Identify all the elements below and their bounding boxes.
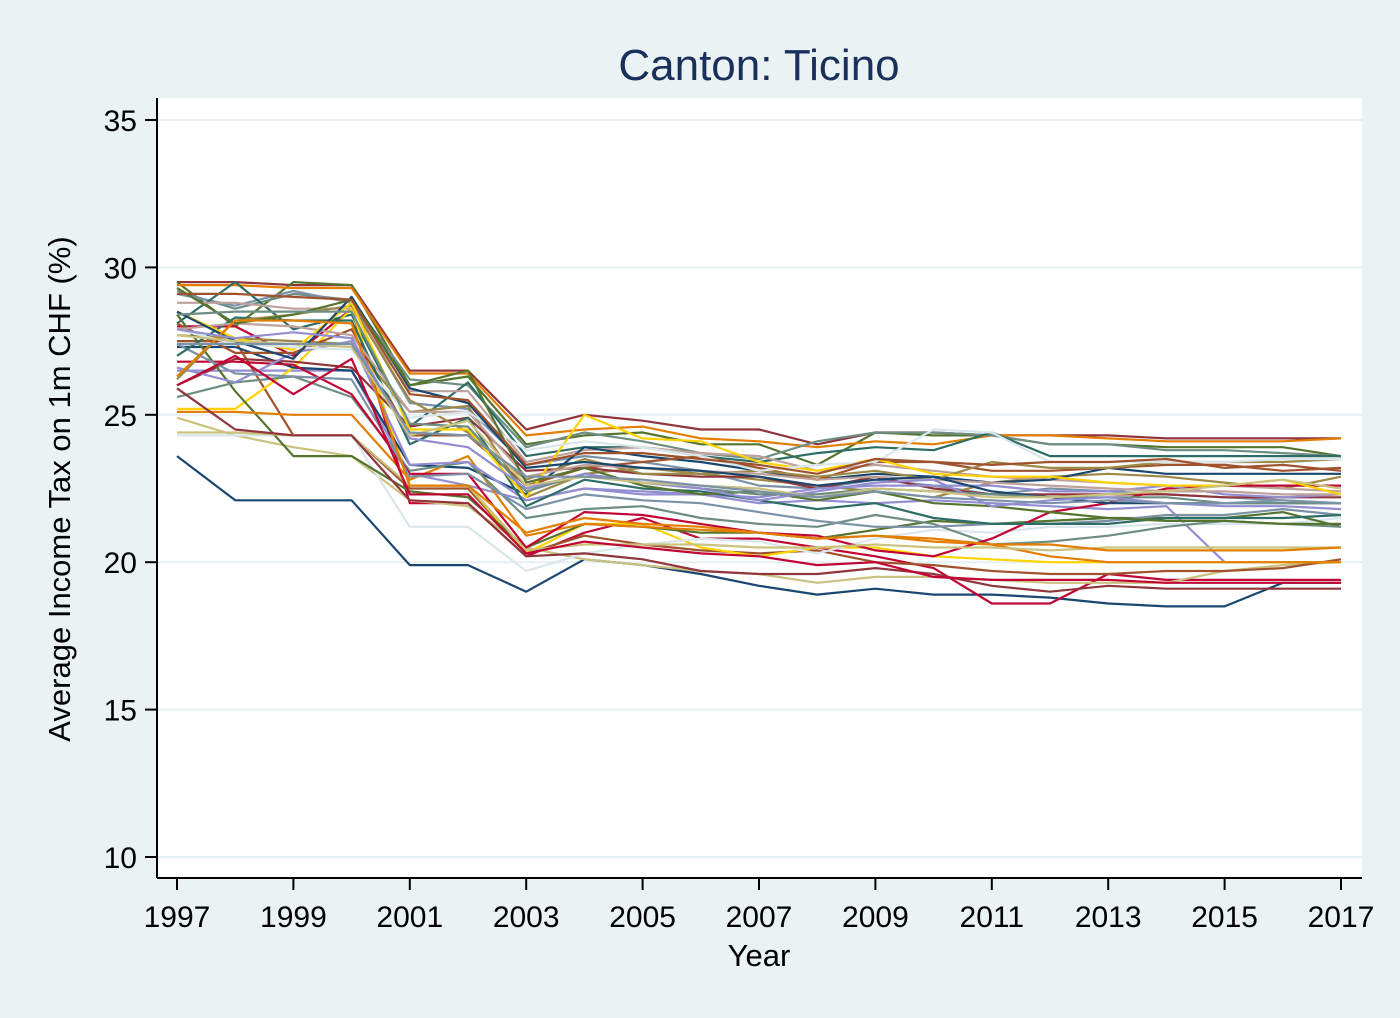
series-lines — [176, 281, 1342, 608]
y-tick-label: 15 — [104, 695, 137, 728]
series-line-24 — [176, 322, 1342, 487]
series-line-29 — [176, 301, 1342, 499]
x-tick-label: 2007 — [726, 901, 793, 934]
x-tick-label: 2003 — [493, 901, 560, 934]
x-axis-title: Year — [728, 938, 791, 973]
y-tick-label: 25 — [104, 400, 137, 433]
x-tick-label: 2001 — [376, 901, 443, 934]
y-tick-label: 20 — [104, 547, 137, 580]
y-axis-title: Average Income Tax on 1m CHF (%) — [42, 236, 77, 741]
y-tick-label: 30 — [104, 252, 137, 285]
y-tick-label: 35 — [104, 105, 137, 138]
series-line-23 — [177, 431, 1341, 552]
series-line-28 — [176, 322, 1341, 496]
x-tick-label: 1999 — [260, 901, 327, 934]
x-tick-label: 1997 — [144, 901, 211, 934]
chart-title: Canton: Ticino — [618, 41, 899, 90]
series-line-32 — [176, 387, 1341, 593]
y-tick-label: 10 — [104, 842, 137, 875]
series-line-2 — [177, 281, 1341, 446]
series-line-40 — [177, 342, 1342, 505]
series-line-22 — [176, 340, 1342, 502]
x-tick-label: 2013 — [1075, 901, 1142, 934]
series-line-15 — [177, 434, 1342, 573]
series-line-4 — [177, 284, 1342, 449]
x-tick-label: 2011 — [960, 901, 1025, 934]
series-line-35 — [176, 310, 1341, 505]
series-line-1 — [176, 455, 1341, 608]
x-tick-label: 2009 — [842, 901, 909, 934]
x-tick-label: 2015 — [1191, 901, 1258, 934]
axes: 10 15 20 25 30 35 1997 1999 2001 2003 2005 2007 2009… — [104, 98, 1375, 934]
series-line-36 — [176, 354, 1341, 584]
x-tick-label: 2005 — [609, 901, 676, 934]
x-tick-label: 2017 — [1308, 901, 1375, 934]
series-line-3 — [176, 281, 1342, 466]
series-line-39 — [177, 292, 1342, 475]
series-line-25 — [176, 343, 1342, 528]
series-line-38 — [176, 334, 1342, 499]
